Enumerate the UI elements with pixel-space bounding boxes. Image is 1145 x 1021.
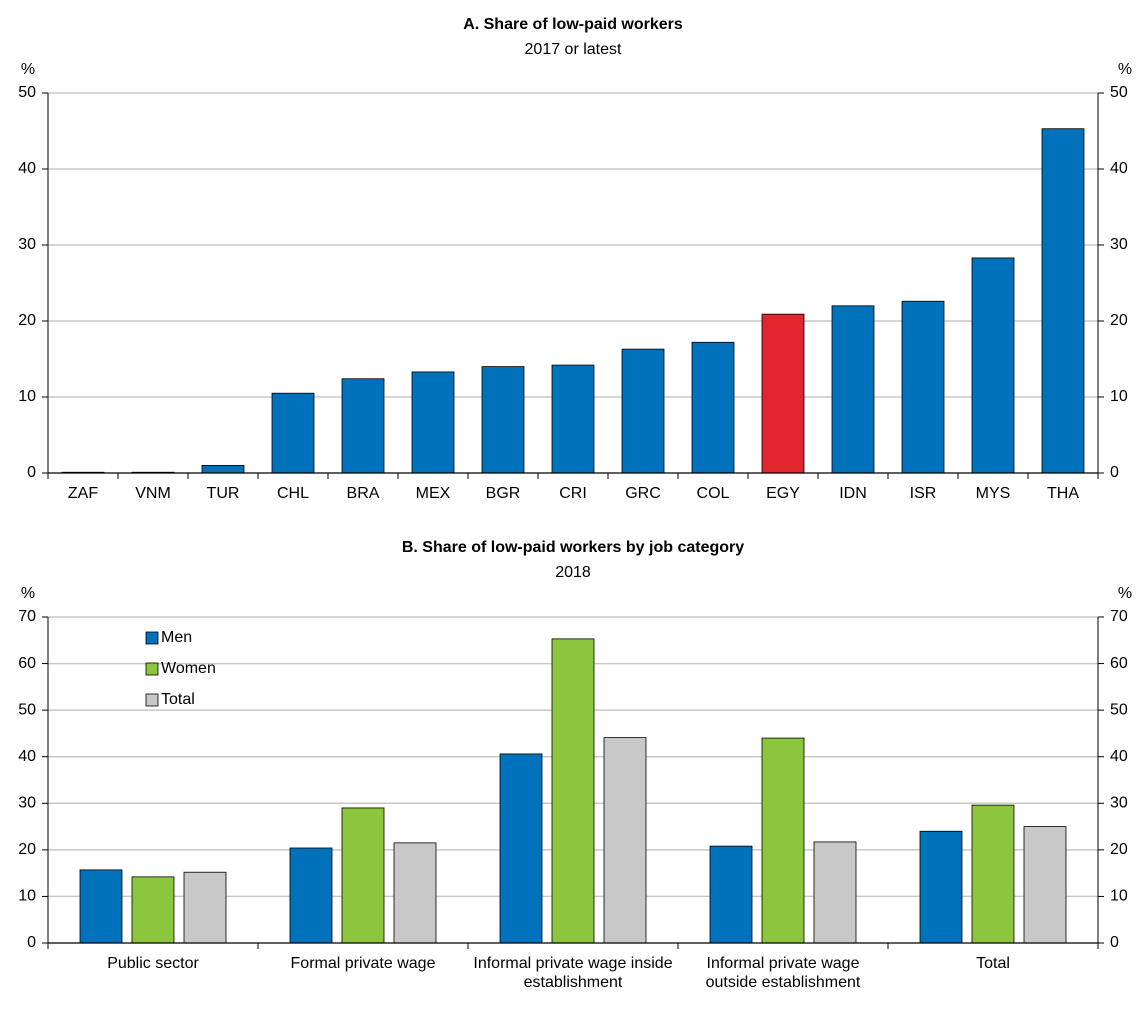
y2-tick-label: 0: [1110, 464, 1119, 481]
chart-subtitle: 2017 or latest: [525, 41, 623, 58]
y2-tick-label: 20: [1110, 841, 1128, 858]
bar: [131, 876, 175, 944]
y-tick-label: 20: [18, 841, 36, 858]
bar: [393, 842, 437, 944]
bar: [201, 464, 245, 474]
x-tick-label: BGR: [485, 485, 521, 502]
bar: [499, 753, 543, 944]
bar: [411, 371, 455, 474]
y-tick-label: 30: [18, 795, 36, 812]
y-tick-label: 40: [18, 748, 36, 765]
y-tick-label: 70: [18, 608, 36, 625]
y2-tick-label: 50: [1110, 84, 1128, 101]
bar: [621, 348, 665, 474]
bar: [709, 845, 753, 944]
x-tick-label: ZAF: [67, 485, 99, 502]
bar: [341, 378, 385, 474]
y-axis-label: %: [21, 61, 35, 78]
bar: [1041, 128, 1085, 474]
bar: [901, 300, 945, 474]
x-tick-label: IDN: [839, 485, 867, 502]
x-tick-label: Total: [976, 955, 1010, 972]
x-tick-label: CHL: [276, 485, 309, 502]
y2-tick-label: 60: [1110, 655, 1128, 672]
bar: [341, 807, 385, 944]
x-tick-label: COL: [696, 485, 730, 502]
x-tick-label: THA: [1047, 485, 1079, 502]
y-tick-label: 20: [18, 312, 36, 329]
bar: [551, 364, 595, 474]
x-tick-label: Formal private wage: [290, 955, 436, 972]
chart-title: A. Share of low-paid workers: [463, 16, 683, 33]
legend-label: Women: [161, 660, 216, 677]
bar: [271, 392, 315, 474]
legend-swatch: [145, 662, 159, 676]
x-tick-label: CRI: [559, 485, 587, 502]
y-tick-label: 40: [18, 160, 36, 177]
y2-tick-label: 20: [1110, 312, 1128, 329]
bar: [971, 804, 1015, 944]
y2-tick-label: 70: [1110, 608, 1128, 625]
y2-tick-label: 30: [1110, 236, 1128, 253]
bar: [971, 257, 1015, 474]
x-tick-label: MEX: [415, 485, 451, 502]
y-tick-label: 0: [27, 464, 36, 481]
x-tick-label: Informal private wage outside establishm…: [705, 955, 861, 991]
bar: [691, 341, 735, 474]
y-tick-label: 50: [18, 84, 36, 101]
x-tick-label: GRC: [625, 485, 661, 502]
bar: [289, 847, 333, 944]
bar: [831, 305, 875, 474]
y-tick-label: 60: [18, 655, 36, 672]
y2-tick-label: 0: [1110, 934, 1119, 951]
y2-tick-label: 40: [1110, 160, 1128, 177]
y2-tick-label: 40: [1110, 748, 1128, 765]
x-tick-label: BRA: [346, 485, 380, 502]
legend-swatch: [145, 631, 159, 645]
y2-axis-label: %: [1118, 585, 1132, 602]
y2-tick-label: 10: [1110, 388, 1128, 405]
bar: [79, 869, 123, 944]
y-tick-label: 10: [18, 388, 36, 405]
bar: [761, 737, 805, 944]
x-tick-label: EGY: [766, 485, 800, 502]
bar: [603, 737, 647, 944]
legend-label: Men: [161, 629, 192, 646]
legend-label: Total: [161, 691, 195, 708]
x-tick-label: MYS: [975, 485, 1011, 502]
bar: [813, 841, 857, 944]
y-axis-label: %: [21, 585, 35, 602]
bar: [481, 366, 525, 474]
y-tick-label: 0: [27, 934, 36, 951]
chart-title: B. Share of low-paid workers by job cate…: [402, 539, 744, 556]
y-tick-label: 10: [18, 888, 36, 905]
bar: [183, 871, 227, 944]
x-tick-label: VNM: [135, 485, 171, 502]
bar: [761, 313, 805, 474]
y-tick-label: 50: [18, 701, 36, 718]
x-tick-label: Public sector: [107, 955, 199, 972]
bar: [919, 830, 963, 944]
y2-tick-label: 10: [1110, 888, 1128, 905]
y2-tick-label: 50: [1110, 701, 1128, 718]
bar: [1023, 826, 1067, 944]
y2-tick-label: 30: [1110, 795, 1128, 812]
y-tick-label: 30: [18, 236, 36, 253]
x-tick-label: ISR: [909, 485, 937, 502]
y2-axis-label: %: [1118, 61, 1132, 78]
x-tick-label: TUR: [206, 485, 240, 502]
bar: [551, 638, 595, 944]
chart-subtitle: 2018: [555, 564, 591, 581]
x-tick-label: Informal private wage inside establishme…: [473, 955, 673, 991]
legend-swatch: [145, 693, 159, 707]
